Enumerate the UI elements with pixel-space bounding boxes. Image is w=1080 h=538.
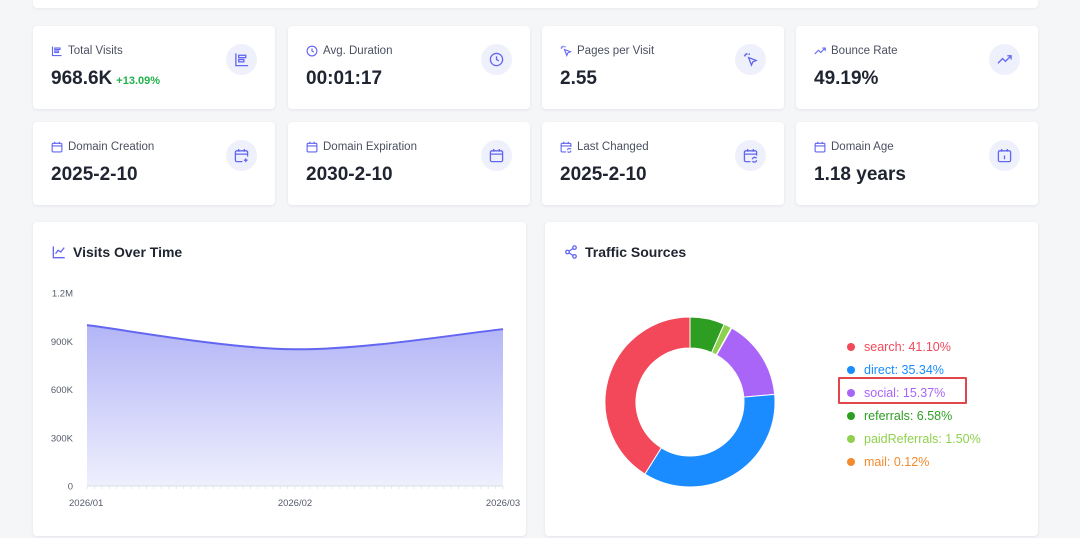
stat-value: 2025-2-10 <box>51 164 138 185</box>
stat-value: 1.18 years <box>814 164 906 185</box>
stat-label: Last Changed <box>560 141 649 153</box>
pointer-click-icon <box>743 52 758 67</box>
stat-value: 00:01:17 <box>306 68 383 89</box>
legend-dot <box>847 457 855 466</box>
stat-card-domain-age: Domain Age 1.18 years <box>796 122 1038 205</box>
stat-label: Domain Expiration <box>306 141 417 153</box>
stat-card-domain-expiration: Domain Expiration 2030-2-10 <box>288 122 530 205</box>
donut-slice-search[interactable] <box>604 316 691 475</box>
stat-label: Bounce Rate <box>814 45 898 57</box>
legend-label: paidReferrals: 1.50% <box>864 431 981 446</box>
bar-chart-icon <box>51 46 62 57</box>
stat-label: Pages per Visit <box>560 45 654 57</box>
legend-dot <box>847 411 855 420</box>
legend-label: social: 15.37% <box>864 385 946 400</box>
legend-item-mail[interactable]: mail: 0.12% <box>847 450 981 473</box>
stat-icon-badge <box>989 44 1020 75</box>
stat-card-pages-per-visit: Pages per Visit 2.55 <box>542 26 784 109</box>
donut-slice-direct[interactable] <box>644 393 776 488</box>
traffic-sources-panel: Traffic Sources search: 41.10% direct: 35… <box>545 222 1038 536</box>
calendar-range-icon <box>997 148 1012 163</box>
stat-icon-badge <box>989 140 1020 171</box>
x-tick-label: 2026/01 <box>69 498 103 509</box>
stat-label: Domain Age <box>814 141 894 153</box>
stat-icon-badge <box>226 140 257 171</box>
top-header-strip <box>33 0 1038 8</box>
y-tick-label: 1.2M <box>52 289 73 300</box>
calendar-icon <box>814 141 826 153</box>
stat-value: 2030-2-10 <box>306 164 393 185</box>
stat-delta: +13.09% <box>116 75 161 87</box>
visits-area-fill <box>87 325 503 486</box>
calendar-sync-icon <box>743 148 758 163</box>
legend-item-search[interactable]: search: 41.10% <box>847 335 981 358</box>
pointer-click-icon <box>560 45 572 57</box>
share-icon <box>565 245 577 259</box>
legend-item-direct[interactable]: direct: 35.34% <box>847 358 981 381</box>
legend-label: mail: 0.12% <box>864 454 930 469</box>
calendar-icon <box>306 141 318 153</box>
visits-series-line <box>86 324 504 351</box>
legend-dot <box>847 342 855 351</box>
visits-area-chart: 0 300K 600K 900K 1.2M 2026/01 2026/02 2026/03 <box>51 289 520 510</box>
legend-item-paidReferrals[interactable]: paidReferrals: 1.50% <box>847 427 981 450</box>
legend-label: referrals: 6.58% <box>864 408 953 423</box>
panel-title: Visits Over Time <box>52 244 182 260</box>
clock-icon <box>306 45 318 57</box>
trending-up-icon <box>814 47 826 55</box>
trending-up-icon <box>997 55 1012 64</box>
y-tick-label: 0 <box>68 482 73 493</box>
stat-icon-badge <box>735 140 766 171</box>
x-tick-label: 2026/02 <box>278 498 312 509</box>
y-tick-label: 600K <box>51 385 74 396</box>
highlight-box <box>838 377 967 404</box>
calendar-icon <box>489 148 504 163</box>
y-tick-label: 900K <box>51 337 74 348</box>
stat-value: 968.6K +13.09% <box>51 68 161 89</box>
legend-label: search: 41.10% <box>864 339 951 354</box>
legend-item-social[interactable]: social: 15.37% <box>838 377 981 404</box>
stat-icon-badge <box>226 44 257 75</box>
visits-over-time-panel: Visits Over Time 0 300K 600K 900K 1.2M 2026/0… <box>33 222 526 536</box>
stat-icon-badge <box>481 44 512 75</box>
stat-label: Avg. Duration <box>306 45 392 57</box>
line-chart-icon <box>52 246 65 259</box>
stat-card-total-visits: Total Visits 968.6K +13.09% <box>33 26 275 109</box>
stat-label: Total Visits <box>51 45 123 57</box>
clock-icon <box>489 52 504 67</box>
traffic-legend: search: 41.10% direct: 35.34% social: 15.3… <box>838 335 981 473</box>
legend-dot <box>847 388 855 397</box>
y-tick-label: 300K <box>51 433 74 444</box>
stat-label: Domain Creation <box>51 141 154 153</box>
stat-card-avg-duration: Avg. Duration 00:01:17 <box>288 26 530 109</box>
traffic-donut-chart <box>604 316 776 488</box>
stat-icon-badge <box>481 140 512 171</box>
legend-dot <box>847 434 855 443</box>
stat-card-last-changed: Last Changed 2025-2-10 <box>542 122 784 205</box>
calendar-sync-icon <box>560 141 572 153</box>
bar-chart-icon <box>235 53 249 67</box>
stat-value: 49.19% <box>814 68 879 89</box>
stat-value: 2025-2-10 <box>560 164 647 185</box>
stat-value: 2.55 <box>560 68 597 89</box>
legend-label: direct: 35.34% <box>864 362 944 377</box>
calendar-icon <box>51 141 63 153</box>
panel-title: Traffic Sources <box>564 244 686 260</box>
stat-icon-badge <box>735 44 766 75</box>
x-tick-label: 2026/03 <box>486 498 520 509</box>
calendar-plus-icon <box>234 148 249 163</box>
stat-card-domain-creation: Domain Creation 2025-2-10 <box>33 122 275 205</box>
legend-dot <box>847 365 855 374</box>
stat-card-bounce-rate: Bounce Rate 49.19% <box>796 26 1038 109</box>
legend-item-referrals[interactable]: referrals: 6.58% <box>847 404 981 427</box>
